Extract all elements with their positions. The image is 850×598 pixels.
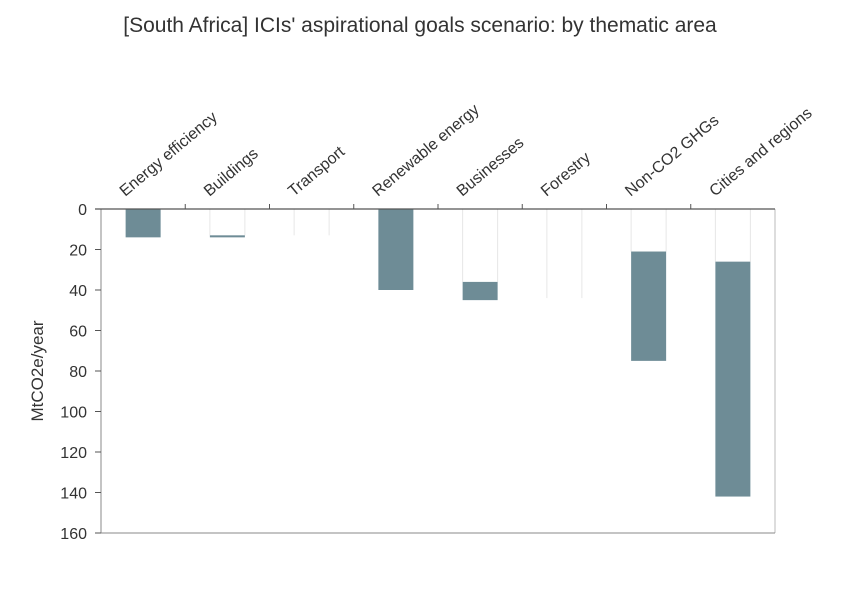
- bar: [209, 235, 245, 238]
- y-tick-label: 160: [60, 526, 87, 543]
- y-tick-label: 60: [69, 324, 87, 341]
- y-tick-label: 40: [69, 283, 87, 300]
- category-label: Cities and regions: [707, 105, 816, 200]
- bar: [631, 251, 667, 361]
- y-tick-label: 140: [60, 486, 87, 503]
- y-axis-title: MtCO2e/year: [28, 320, 47, 421]
- bar: [378, 209, 414, 290]
- y-tick-label: 120: [60, 445, 87, 462]
- category-label: Forestry: [538, 149, 594, 200]
- bar: [462, 281, 498, 301]
- category-label: Businesses: [454, 134, 528, 200]
- bar: [125, 209, 161, 238]
- chart-title: [South Africa] ICIs' aspirational goals …: [123, 14, 717, 37]
- category-label: Buildings: [201, 145, 262, 200]
- bar: [715, 261, 751, 497]
- y-tick-label: 20: [69, 243, 87, 260]
- y-tick-label: 0: [78, 202, 87, 219]
- category-label: Transport: [285, 143, 348, 200]
- y-tick-label: 80: [69, 364, 87, 381]
- y-tick-label: 100: [60, 405, 87, 422]
